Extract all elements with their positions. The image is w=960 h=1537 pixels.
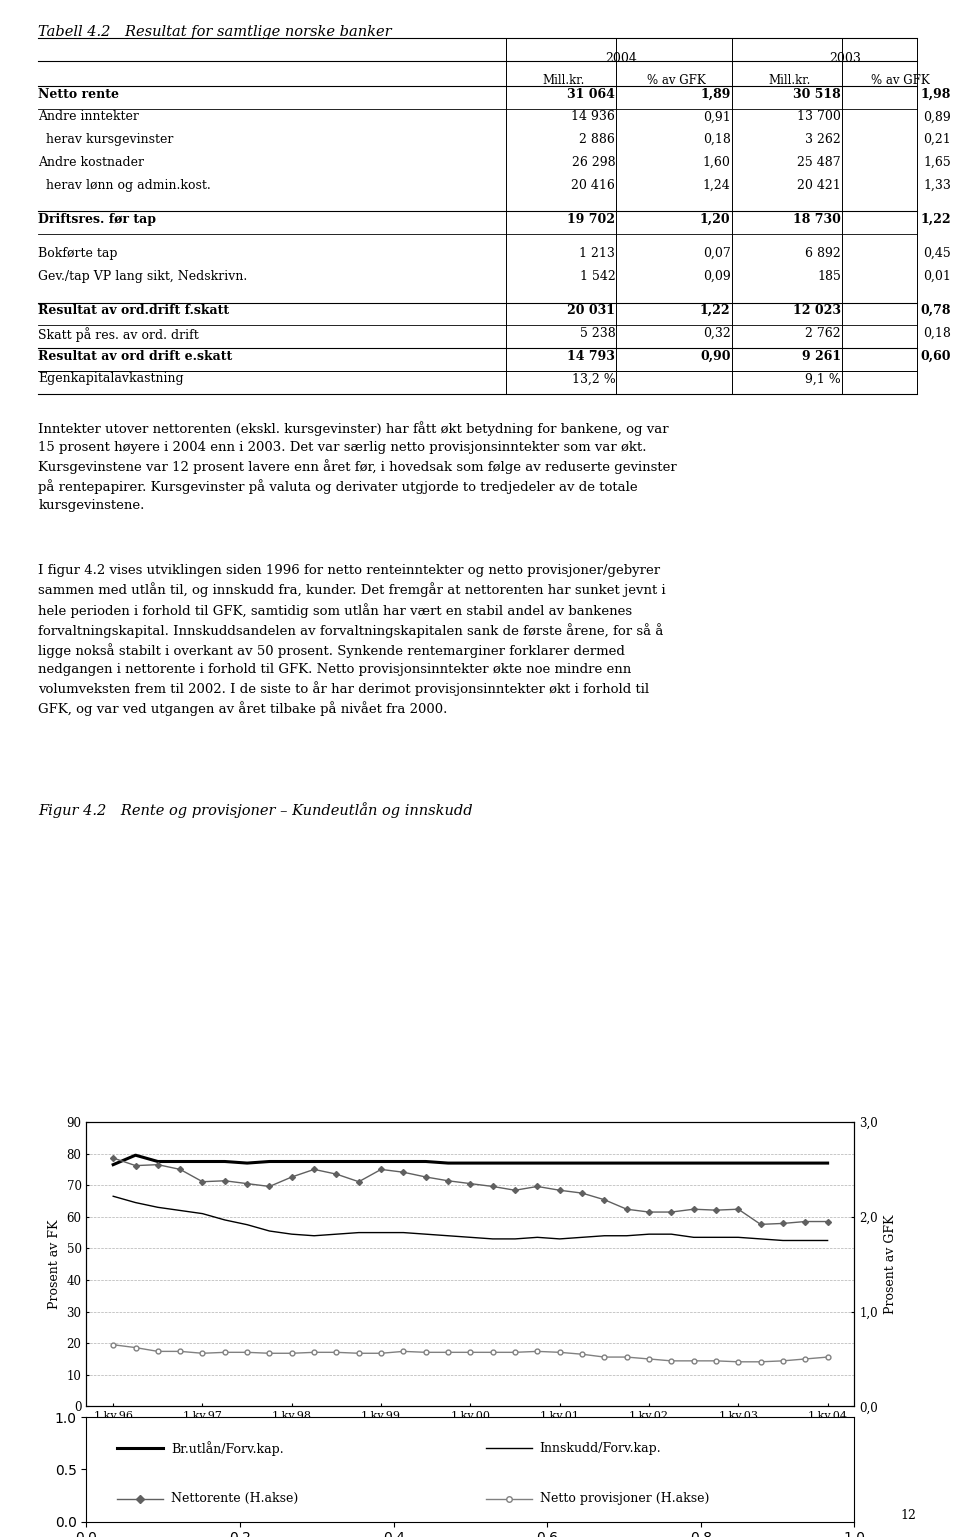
Text: 26 298: 26 298	[572, 155, 615, 169]
Text: Tabell 4.2 Resultat for samtlige norske banker: Tabell 4.2 Resultat for samtlige norske …	[38, 25, 392, 38]
Y-axis label: Prosent av GFK: Prosent av GFK	[883, 1214, 897, 1314]
Text: 0,21: 0,21	[924, 134, 951, 146]
Text: 0,18: 0,18	[924, 327, 951, 340]
Text: 1,65: 1,65	[924, 155, 951, 169]
Text: 1,98: 1,98	[921, 88, 951, 100]
Text: 3 262: 3 262	[805, 134, 841, 146]
Text: 185: 185	[817, 271, 841, 283]
Text: Netto provisjoner (H.akse): Netto provisjoner (H.akse)	[540, 1492, 708, 1505]
Text: 1,22: 1,22	[921, 214, 951, 226]
Text: 20 031: 20 031	[567, 304, 615, 317]
Text: 1,89: 1,89	[700, 88, 731, 100]
Text: 0,09: 0,09	[703, 271, 731, 283]
Text: herav kursgevinster: herav kursgevinster	[38, 134, 174, 146]
Text: Mill.kr.: Mill.kr.	[542, 74, 586, 86]
Text: Driftsres. før tap: Driftsres. før tap	[38, 214, 156, 226]
Text: 18 730: 18 730	[793, 214, 841, 226]
Text: I figur 4.2 vises utviklingen siden 1996 for netto renteinntekter og netto provi: I figur 4.2 vises utviklingen siden 1996…	[38, 564, 666, 716]
Text: 1,24: 1,24	[703, 178, 731, 192]
Text: 5 238: 5 238	[580, 327, 615, 340]
Text: herav lønn og admin.kost.: herav lønn og admin.kost.	[38, 178, 211, 192]
Text: 2 886: 2 886	[580, 134, 615, 146]
Text: Innskudd/Forv.kap.: Innskudd/Forv.kap.	[540, 1442, 661, 1456]
Text: 0,07: 0,07	[703, 247, 731, 260]
Text: 2004: 2004	[606, 52, 637, 65]
Text: 1,20: 1,20	[700, 214, 731, 226]
Text: 25 487: 25 487	[798, 155, 841, 169]
Text: Gev./tap VP lang sikt, Nedskrivn.: Gev./tap VP lang sikt, Nedskrivn.	[38, 271, 248, 283]
Text: 1 542: 1 542	[580, 271, 615, 283]
Text: 13,2 %: 13,2 %	[571, 372, 615, 386]
Text: Andre inntekter: Andre inntekter	[38, 111, 139, 123]
Text: 9 261: 9 261	[802, 350, 841, 363]
Text: 31 064: 31 064	[567, 88, 615, 100]
Text: 0,32: 0,32	[703, 327, 731, 340]
Text: 0,90: 0,90	[700, 350, 731, 363]
Text: 0,78: 0,78	[921, 304, 951, 317]
Text: Br.utlån/Forv.kap.: Br.utlån/Forv.kap.	[171, 1442, 283, 1456]
Text: Figur 4.2 Rente og provisjoner – Kundeutlån og innskudd: Figur 4.2 Rente og provisjoner – Kundeut…	[38, 802, 473, 818]
Text: 0,89: 0,89	[924, 111, 951, 123]
Text: 12: 12	[900, 1509, 917, 1522]
Text: 13 700: 13 700	[797, 111, 841, 123]
Text: 12 023: 12 023	[793, 304, 841, 317]
Text: 19 702: 19 702	[567, 214, 615, 226]
Text: Egenkapitalavkastning: Egenkapitalavkastning	[38, 372, 184, 386]
Text: 6 892: 6 892	[805, 247, 841, 260]
Text: Inntekter utover nettorenten (ekskl. kursgevinster) har fått økt betydning for b: Inntekter utover nettorenten (ekskl. kur…	[38, 421, 677, 512]
Text: 20 416: 20 416	[571, 178, 615, 192]
Text: Mill.kr.: Mill.kr.	[768, 74, 811, 86]
Text: 2003: 2003	[828, 52, 861, 65]
Text: 1 213: 1 213	[580, 247, 615, 260]
Text: % av GFK: % av GFK	[871, 74, 929, 86]
Text: 14 936: 14 936	[571, 111, 615, 123]
Text: Nettorente (H.akse): Nettorente (H.akse)	[171, 1492, 299, 1505]
Text: 1,22: 1,22	[700, 304, 731, 317]
Text: Bokførte tap: Bokførte tap	[38, 247, 118, 260]
Text: Andre kostnader: Andre kostnader	[38, 155, 144, 169]
Text: 0,45: 0,45	[924, 247, 951, 260]
Text: 14 793: 14 793	[567, 350, 615, 363]
Y-axis label: Prosent av FK: Prosent av FK	[48, 1219, 61, 1310]
Text: 20 421: 20 421	[797, 178, 841, 192]
Text: Resultat av ord drift e.skatt: Resultat av ord drift e.skatt	[38, 350, 232, 363]
Text: 0,18: 0,18	[703, 134, 731, 146]
Text: 0,60: 0,60	[921, 350, 951, 363]
Text: 1,60: 1,60	[703, 155, 731, 169]
Text: Skatt på res. av ord. drift: Skatt på res. av ord. drift	[38, 327, 199, 341]
Text: 0,91: 0,91	[703, 111, 731, 123]
Text: Netto rente: Netto rente	[38, 88, 119, 100]
Text: 0,01: 0,01	[924, 271, 951, 283]
Text: 9,1 %: 9,1 %	[805, 372, 841, 386]
Text: 2 762: 2 762	[805, 327, 841, 340]
Text: % av GFK: % av GFK	[647, 74, 707, 86]
Text: Resultat av ord.drift f.skatt: Resultat av ord.drift f.skatt	[38, 304, 229, 317]
Text: 1,33: 1,33	[924, 178, 951, 192]
Text: 30 518: 30 518	[793, 88, 841, 100]
